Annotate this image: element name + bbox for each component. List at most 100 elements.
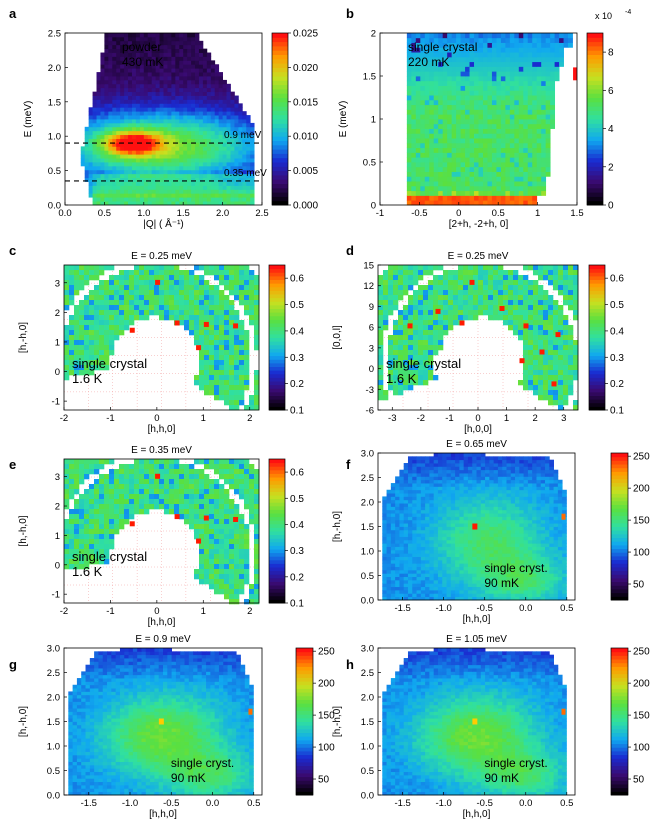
heatmap-cell — [447, 190, 453, 196]
heatmap-cell — [183, 76, 188, 81]
heatmap-cell — [226, 122, 231, 128]
heatmap-cell — [553, 340, 559, 346]
heatmap-cell — [536, 133, 542, 139]
heatmap-cell — [503, 300, 509, 306]
heatmap-cell — [514, 56, 520, 63]
heatmap-cell — [104, 365, 110, 371]
heatmap-cell — [109, 315, 115, 321]
heatmap-cell — [443, 320, 449, 326]
heatmap-cell — [164, 315, 170, 321]
y-tick-label: -3 — [366, 385, 374, 396]
heatmap-cell — [536, 37, 542, 43]
heatmap-cell — [99, 350, 105, 356]
heatmap-cell — [155, 72, 160, 77]
heatmap-cell — [474, 157, 479, 163]
heatmap-cell — [496, 142, 502, 149]
x-tick-label: 0 — [475, 413, 480, 424]
heatmap-cell — [442, 66, 448, 72]
heatmap-cell — [159, 459, 165, 465]
heatmap-cell — [538, 370, 544, 376]
heatmap-cell — [128, 197, 133, 202]
heatmap-cell — [418, 345, 424, 351]
heatmap-cell — [482, 80, 488, 86]
heatmap-cell — [536, 157, 542, 163]
heatmap-cell — [559, 61, 564, 67]
heatmap-cell — [238, 185, 243, 190]
heatmap-cell — [139, 40, 145, 46]
heatmap-cell — [532, 123, 538, 129]
heatmap-cell — [238, 169, 243, 175]
heatmap-cell — [114, 469, 120, 475]
heatmap-cell — [456, 76, 461, 82]
heatmap-cell — [536, 66, 542, 72]
heatmap-cell — [198, 103, 204, 108]
heatmap-cell — [134, 295, 140, 301]
heatmap-cell — [194, 265, 200, 271]
heatmap-cell — [482, 162, 488, 168]
heatmap-cell — [415, 56, 421, 63]
heatmap-cell — [174, 265, 180, 271]
heatmap-cell — [553, 305, 559, 311]
heatmap-cell — [483, 290, 489, 296]
heatmap-cell — [518, 295, 524, 301]
heatmap-cell — [239, 295, 245, 301]
heatmap-cell — [155, 134, 160, 139]
heatmap-cell — [108, 162, 113, 167]
heatmap-cell — [415, 138, 421, 144]
heatmap-cell — [451, 52, 457, 58]
heatmap-cell — [119, 499, 125, 505]
heatmap-cell — [149, 280, 155, 286]
heatmap-cell — [109, 325, 115, 331]
heatmap-cell — [210, 165, 216, 171]
heatmap-cell — [423, 325, 429, 331]
heatmap-cell — [187, 76, 192, 81]
heatmap-cell — [518, 142, 524, 149]
heatmap-cell — [191, 165, 196, 171]
heatmap-cell — [88, 111, 93, 116]
heatmap-cell — [250, 158, 255, 163]
heatmap-cell — [398, 335, 404, 341]
heatmap-cell — [116, 60, 121, 65]
heatmap-cell — [482, 195, 488, 201]
heatmap-cell — [112, 56, 117, 61]
heatmap-cell — [229, 395, 235, 401]
heatmap-cell — [568, 350, 574, 356]
heatmap-cell — [159, 270, 165, 276]
heatmap-cell — [104, 87, 109, 93]
heatmap-cell — [224, 479, 230, 485]
heatmap-cell — [175, 103, 180, 108]
heatmap-cell — [183, 177, 188, 182]
heatmap-cell — [548, 370, 554, 376]
heatmap-cell — [482, 181, 488, 187]
heatmap-cell — [411, 114, 417, 120]
heatmap-cell — [191, 76, 196, 81]
heatmap-cell — [505, 142, 511, 149]
heatmap-cell — [96, 72, 101, 77]
heatmap-cell — [218, 154, 223, 159]
heatmap-cell — [514, 119, 520, 125]
heatmap-cell — [169, 464, 175, 470]
colorbar-tick-label: 0.015 — [293, 97, 318, 108]
heatmap-cell — [433, 104, 439, 110]
heatmap-cell — [206, 165, 212, 171]
heatmap-cell — [509, 85, 515, 91]
heatmap-cell — [202, 52, 208, 57]
heatmap-cell — [202, 189, 208, 194]
heatmap-cell — [573, 295, 579, 301]
heatmap-cell — [139, 173, 145, 179]
heatmap-cell — [174, 275, 180, 281]
heatmap-cell — [69, 290, 75, 296]
heatmap-cell — [159, 115, 164, 120]
heatmap-cell — [424, 33, 430, 39]
heatmap-cell — [527, 56, 533, 63]
heatmap-cell — [523, 71, 529, 77]
heatmap-cell — [147, 40, 153, 46]
heatmap-cell — [393, 290, 399, 296]
heatmap-cell — [424, 157, 430, 163]
heatmap-cell — [505, 61, 511, 67]
heatmap-cell — [246, 165, 251, 171]
heatmap-cell — [128, 154, 133, 159]
heatmap-cell — [108, 177, 113, 182]
heatmap-cell — [128, 158, 133, 163]
heatmap-cell — [523, 33, 529, 39]
